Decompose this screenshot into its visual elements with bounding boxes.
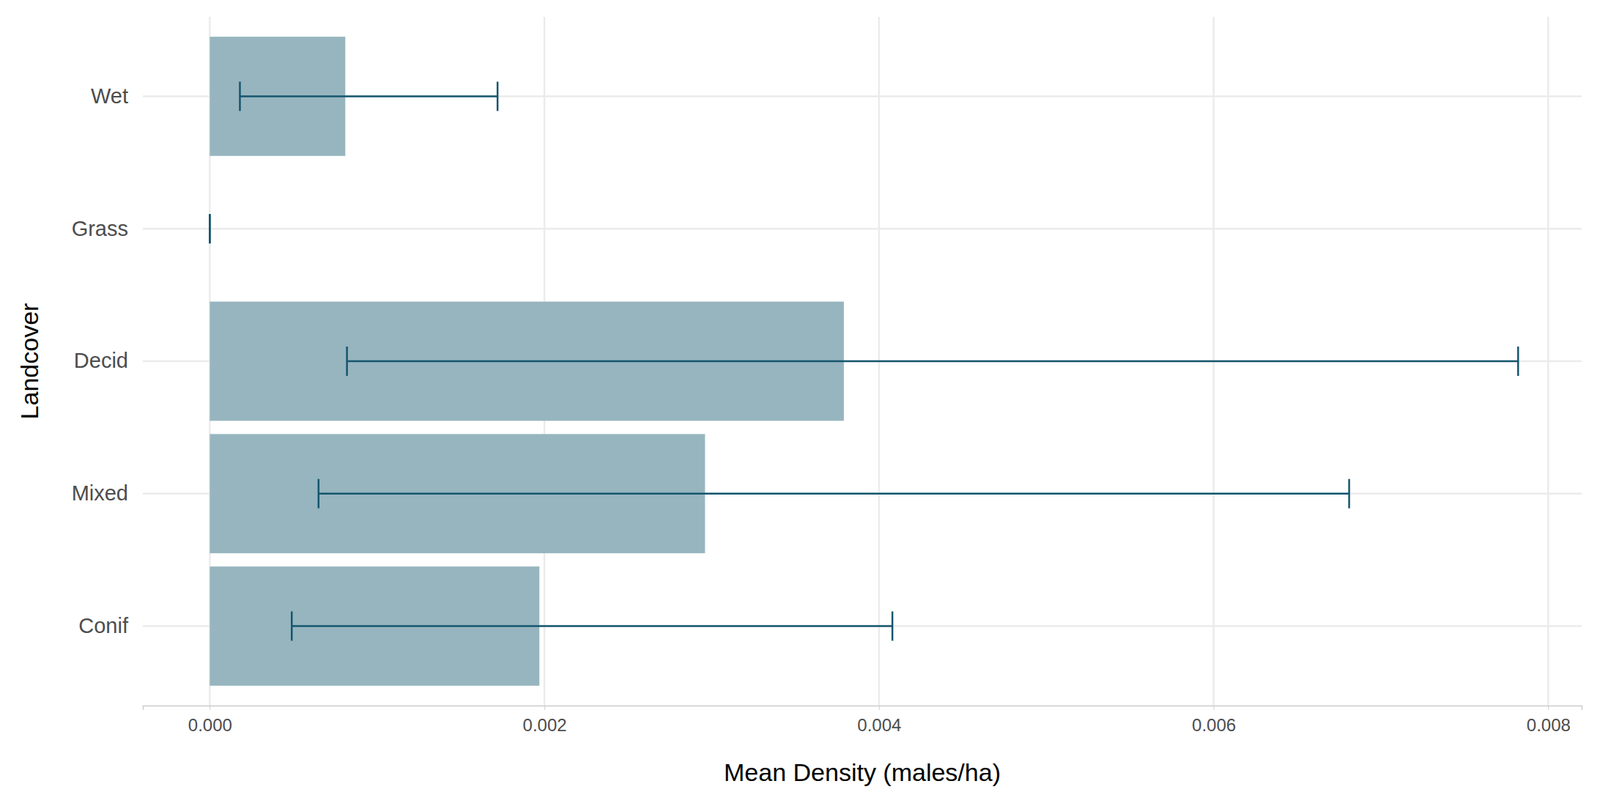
x-axis: 0.000 0.002 0.004 0.006 0.008: [143, 705, 1583, 735]
error-cap: [238, 81, 242, 111]
tick-label: 0.002: [523, 715, 568, 735]
tick: Decid: [73, 348, 143, 373]
chart: 0.000 0.002 0.004 0.006 0.008 Wet Grass Decid Mi…: [0, 0, 1600, 803]
tick-label: 0.008: [1526, 715, 1571, 735]
error-cap: [208, 213, 211, 244]
y-axis: Wet Grass Decid Mixed Conif: [71, 84, 143, 638]
grid: [142, 16, 1582, 706]
axis-line: [143, 706, 1583, 711]
error-cap: [891, 611, 894, 642]
error-line: [291, 624, 893, 628]
y-axis-title: Landcover: [15, 303, 44, 420]
grid-line: [142, 493, 1582, 496]
tick-mark: [544, 705, 546, 710]
tick-label: Conif: [78, 613, 129, 638]
tick: 0.002: [523, 705, 568, 735]
tick: 0.004: [857, 705, 902, 735]
tick-label: 0.004: [857, 715, 902, 735]
tick: Grass: [71, 216, 143, 241]
error-cap: [290, 611, 294, 642]
tick-mark: [1213, 705, 1215, 710]
grid-line: [142, 95, 1582, 98]
x-axis-title: Mean Density (males/ha): [723, 758, 1001, 787]
grid-line: [142, 227, 1582, 231]
error-cap: [1347, 479, 1351, 509]
error-bar: [318, 479, 1350, 509]
error-line: [318, 493, 1350, 496]
error-cap: [345, 346, 348, 376]
tick-label: Wet: [90, 84, 129, 108]
error-line: [347, 360, 1519, 363]
tick-mark: [879, 705, 880, 710]
error-bar: [209, 213, 211, 244]
error-bar: [291, 611, 893, 642]
tick-mark: [209, 705, 211, 710]
tick-label: 0.006: [1191, 715, 1236, 735]
error-cap: [208, 213, 211, 244]
tick: 0.006: [1191, 705, 1236, 735]
error-line: [239, 95, 498, 98]
error-cap: [1517, 346, 1520, 376]
tick: Conif: [78, 613, 143, 638]
error-bar: [347, 346, 1519, 376]
tick: 0.000: [188, 705, 233, 735]
marks: [209, 36, 1518, 686]
bar: [209, 169, 211, 289]
tick-mark: [1547, 705, 1549, 710]
error-cap: [496, 81, 499, 111]
tick-label: 0.000: [188, 715, 233, 735]
tick: Wet: [90, 84, 143, 108]
tick: Mixed: [71, 481, 143, 505]
error-cap: [317, 479, 321, 509]
plot-area: 0.000 0.002 0.004 0.006 0.008 Wet Grass Decid Mi…: [71, 16, 1583, 735]
tick: 0.008: [1526, 705, 1571, 735]
grid-line: [142, 624, 1582, 628]
grid-line: [142, 360, 1582, 363]
tick-label: Mixed: [71, 481, 129, 505]
tick-label: Decid: [73, 348, 129, 373]
error-bar: [239, 81, 498, 111]
tick-label: Grass: [71, 216, 129, 241]
